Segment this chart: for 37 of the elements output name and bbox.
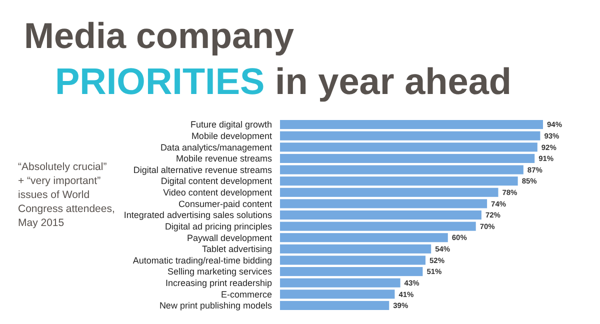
y-tick-label: Digital ad pricing principles <box>164 221 272 232</box>
bar <box>280 120 543 130</box>
y-tick-label: Video content development <box>163 188 272 198</box>
bar <box>280 244 432 254</box>
bar <box>280 267 423 276</box>
y-tick-label: New print publishing models <box>159 300 272 311</box>
y-tick-label: E-commerce <box>220 289 272 300</box>
y-tick-label: Digital content development <box>160 176 272 186</box>
chart-title: Media company <box>24 15 294 56</box>
y-tick-label: Tablet advertising <box>202 244 272 254</box>
y-tick-label: Paywall development <box>186 232 272 243</box>
bar <box>280 199 488 208</box>
y-tick-label: Consumer-paid content <box>178 198 272 209</box>
bar <box>280 154 535 163</box>
text: “Absolutely crucial” + “very important” issues of World Congress attendees, May 2015 <box>18 161 115 229</box>
y-tick-label: Digital alternative revenue streams <box>133 164 272 175</box>
bar <box>280 233 448 242</box>
bar <box>280 176 518 186</box>
y-tick-label: Mobile revenue streams <box>176 154 272 164</box>
y-tick-label: Selling marketing services <box>167 266 272 277</box>
bar <box>280 290 395 299</box>
bar <box>280 278 400 288</box>
y-tick-label: Integrated advertising sales solutions <box>124 210 272 220</box>
bar <box>280 300 390 310</box>
bar <box>280 256 426 265</box>
bar <box>280 210 482 220</box>
bar <box>280 131 540 140</box>
y-tick-label: Increasing print readership <box>165 278 272 288</box>
bar <box>280 165 524 174</box>
chart-subtitle: PRIORITIES in year ahead <box>55 61 512 102</box>
y-tick-label: Future digital growth <box>190 120 272 130</box>
y-tick-label: Data analytics/management <box>160 142 272 152</box>
bar <box>280 222 476 231</box>
y-tick-label: Automatic trading/real-time bidding <box>132 255 272 266</box>
bar <box>280 142 538 152</box>
y-tick-label: Mobile development <box>191 130 272 141</box>
bar <box>280 188 498 197</box>
